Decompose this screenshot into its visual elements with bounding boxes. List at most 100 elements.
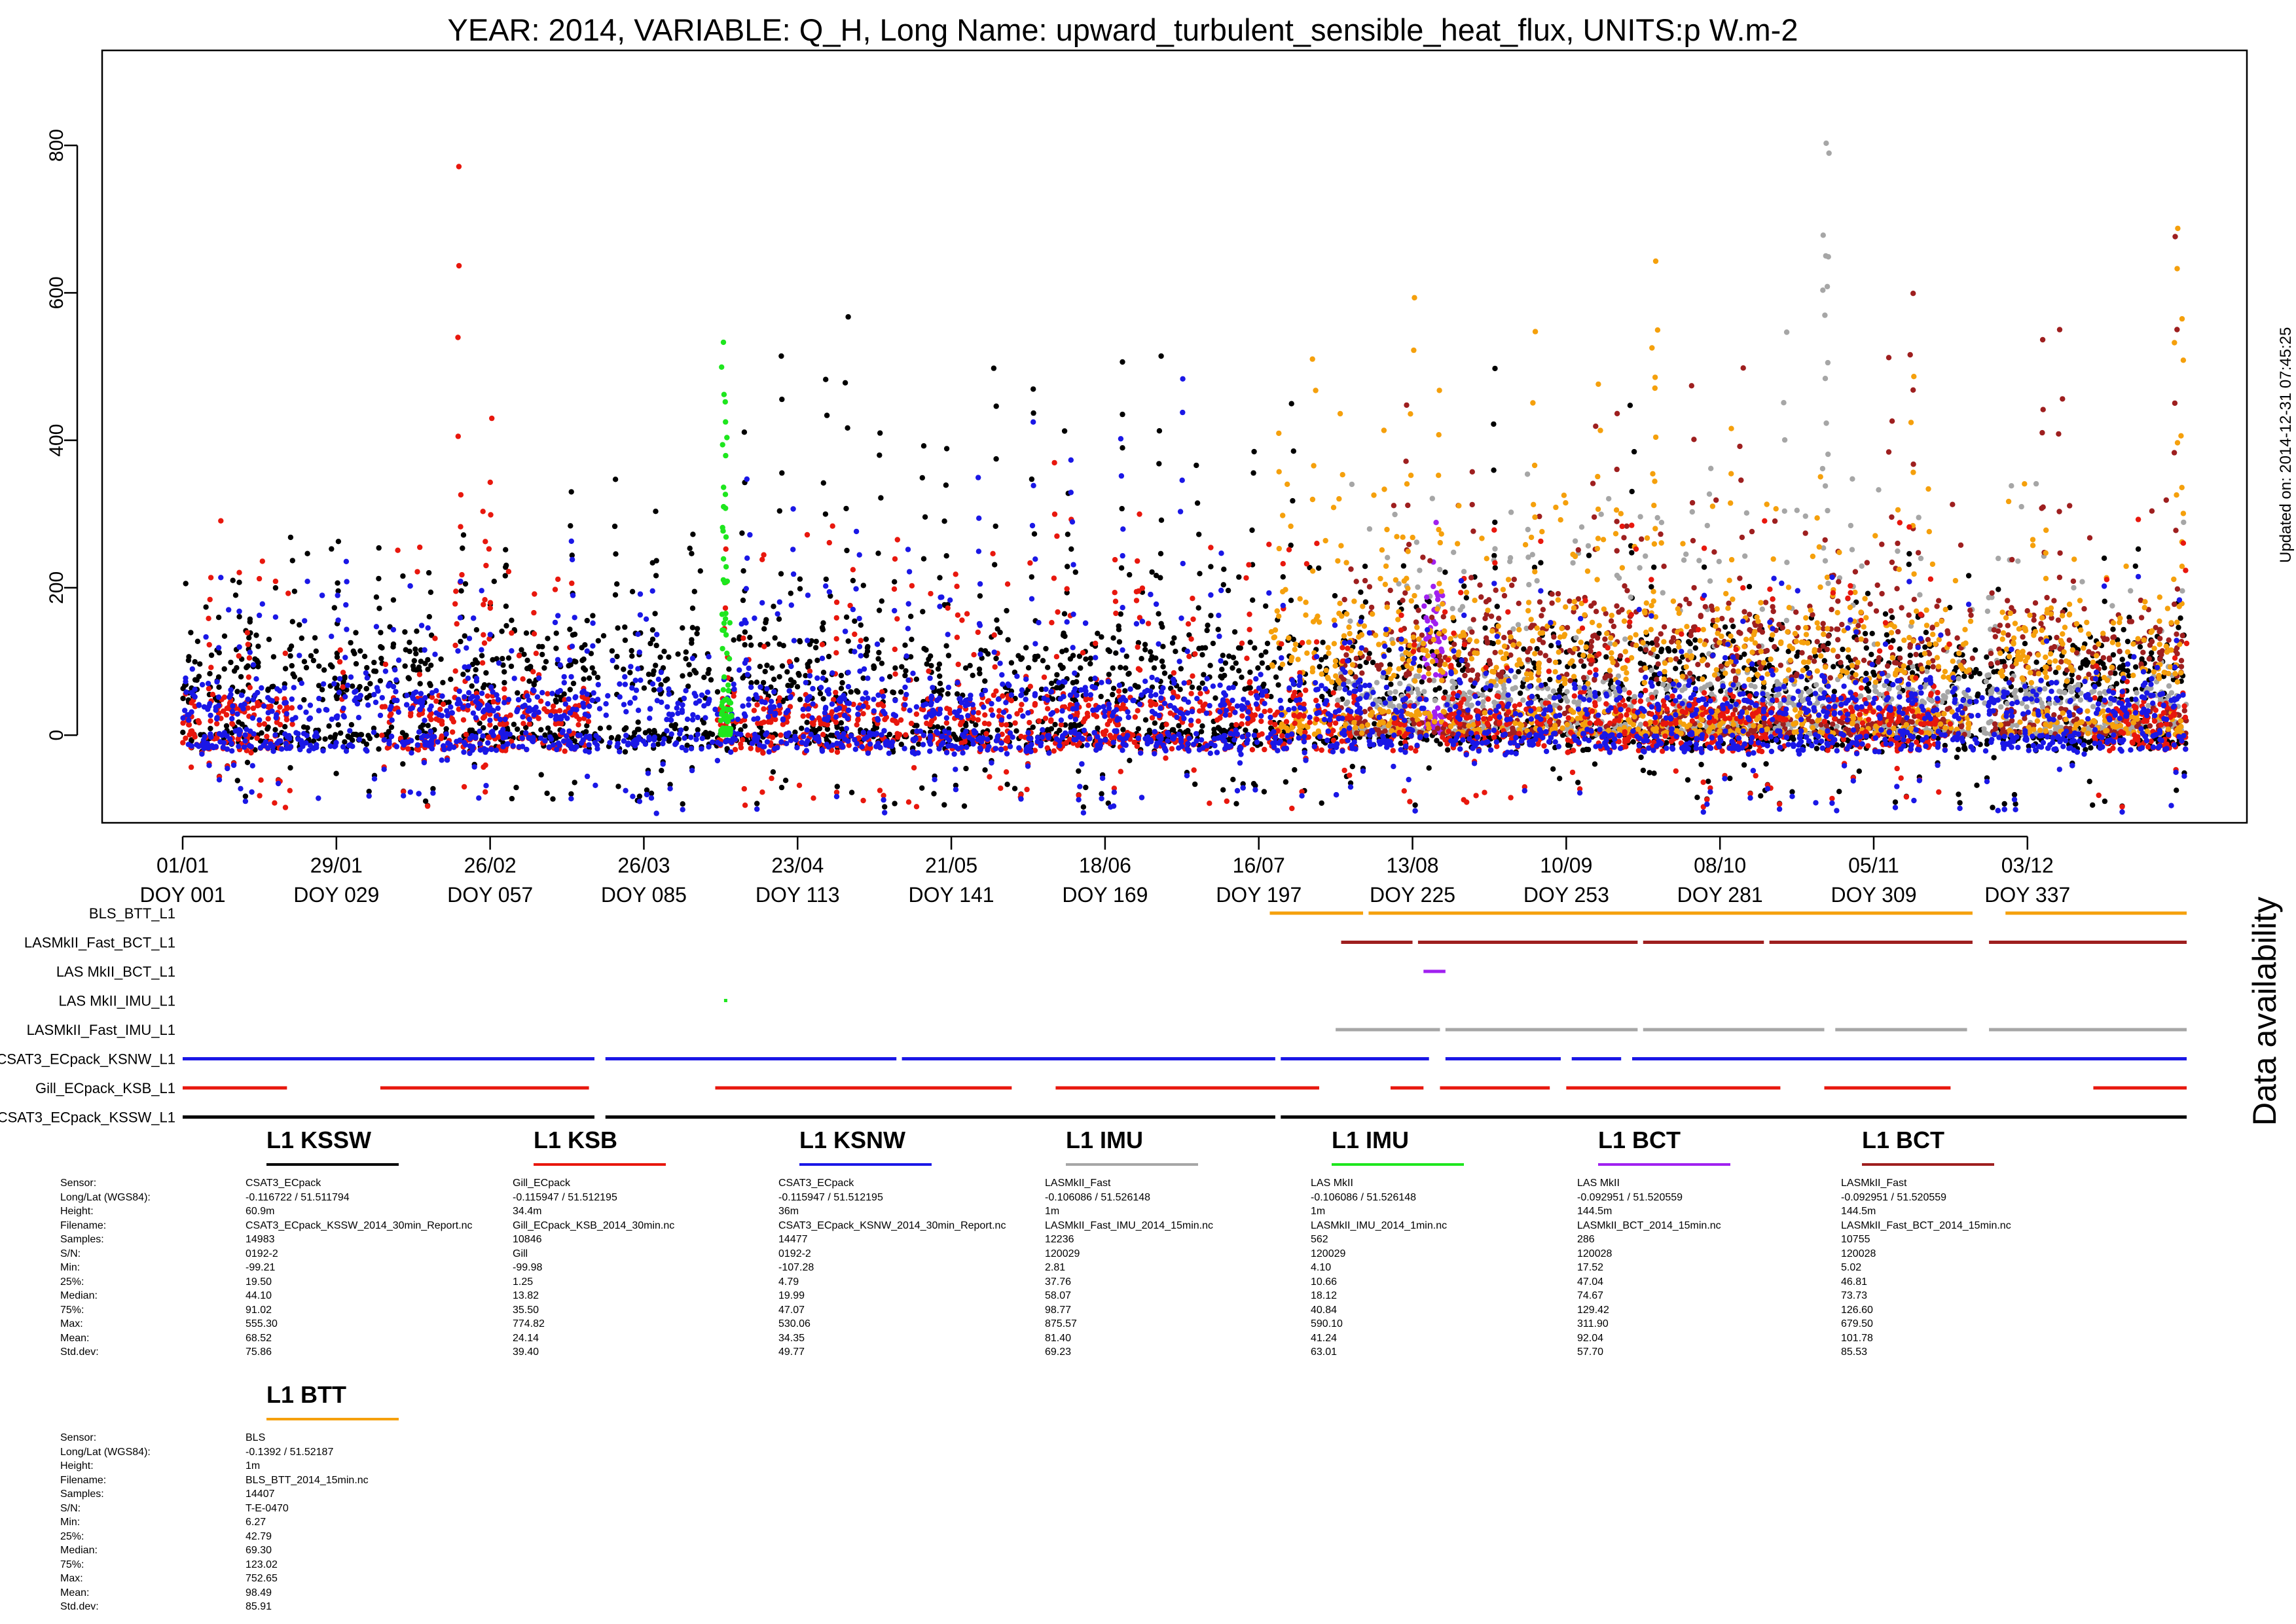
data-point <box>1820 621 1826 626</box>
data-point <box>1671 648 1678 654</box>
x-tick-date: 23/04 <box>771 854 824 877</box>
data-point <box>1629 488 1635 495</box>
data-point <box>848 689 854 695</box>
data-point <box>553 645 559 651</box>
data-point <box>1654 514 1660 521</box>
data-point <box>1660 590 1666 596</box>
data-point <box>1984 654 1990 660</box>
data-point <box>1741 651 1747 657</box>
data-point <box>567 626 573 632</box>
data-point <box>1588 648 1594 655</box>
data-point <box>2086 649 2092 655</box>
data-point <box>1169 640 1176 646</box>
data-point <box>1869 630 1875 636</box>
data-point <box>1501 634 1507 641</box>
data-point <box>1063 647 1069 653</box>
data-point <box>1052 721 1058 728</box>
data-point <box>2058 659 2064 665</box>
data-point <box>1231 629 1238 635</box>
data-point <box>2147 723 2153 729</box>
data-point <box>782 778 789 784</box>
data-point <box>234 689 240 695</box>
data-point <box>2052 669 2059 676</box>
data-point <box>1525 554 1531 560</box>
data-point <box>1382 728 1388 734</box>
data-point <box>1510 725 1516 731</box>
data-point <box>1879 590 1885 597</box>
data-point <box>646 672 652 677</box>
data-point <box>764 662 770 668</box>
data-point <box>1239 674 1245 680</box>
data-point <box>1683 596 1689 602</box>
data-point <box>1045 727 1051 733</box>
data-point <box>2018 687 2024 693</box>
data-point <box>1770 604 1776 610</box>
data-point <box>863 652 869 658</box>
data-point <box>2020 634 2026 640</box>
data-point <box>2149 508 2155 514</box>
data-point <box>1689 509 1695 515</box>
data-point <box>1666 646 1671 652</box>
data-point <box>1087 660 1093 667</box>
data-point <box>1779 624 1785 631</box>
data-point <box>221 633 228 639</box>
data-point <box>1813 746 1820 751</box>
data-point <box>962 665 969 671</box>
data-point <box>1070 679 1076 686</box>
data-point <box>542 732 548 738</box>
data-point <box>1610 684 1616 691</box>
data-point <box>308 653 314 659</box>
data-point <box>1386 647 1392 653</box>
data-point <box>402 629 408 635</box>
data-point <box>259 730 264 736</box>
data-point <box>1426 765 1432 771</box>
data-point <box>1550 766 1556 772</box>
data-point <box>1336 698 1341 704</box>
data-point <box>1770 608 1776 615</box>
data-point <box>363 686 369 692</box>
data-point <box>1496 615 1502 621</box>
data-point <box>1889 615 1895 621</box>
data-point <box>1839 742 1846 748</box>
x-tick-doy: DOY 281 <box>1677 883 1763 907</box>
data-point <box>373 594 380 600</box>
data-point <box>919 475 926 481</box>
data-point <box>823 376 829 382</box>
x-tick-date: 10/09 <box>1540 854 1592 877</box>
data-point <box>1564 672 1570 677</box>
data-point <box>1882 611 1889 617</box>
data-point <box>348 640 354 646</box>
data-point <box>922 514 928 520</box>
data-point <box>504 725 510 731</box>
data-point <box>1988 661 1994 667</box>
data-point <box>1991 627 1997 633</box>
data-point <box>1895 540 1901 547</box>
data-point <box>935 666 941 672</box>
data-point <box>697 568 704 574</box>
data-point <box>890 689 896 695</box>
data-point <box>813 728 819 734</box>
data-point <box>1247 640 1253 645</box>
data-point <box>589 665 595 671</box>
data-point <box>460 532 467 538</box>
data-point <box>2171 601 2178 607</box>
data-point <box>797 576 803 582</box>
data-point <box>301 724 307 730</box>
data-point <box>651 687 657 693</box>
data-point <box>2083 662 2090 668</box>
data-point <box>1718 688 1724 695</box>
x-tick-date: 21/05 <box>925 854 977 877</box>
data-point <box>937 575 943 581</box>
data-point <box>1113 650 1119 656</box>
data-point <box>500 662 506 668</box>
data-point <box>326 723 332 729</box>
data-point <box>1359 670 1365 676</box>
data-point <box>879 598 885 604</box>
data-point <box>1840 646 1846 653</box>
data-point <box>1961 674 1967 679</box>
data-point <box>515 726 520 732</box>
data-point <box>1123 653 1130 659</box>
data-point <box>1698 761 1704 768</box>
data-point <box>411 658 417 664</box>
data-point <box>908 613 914 619</box>
